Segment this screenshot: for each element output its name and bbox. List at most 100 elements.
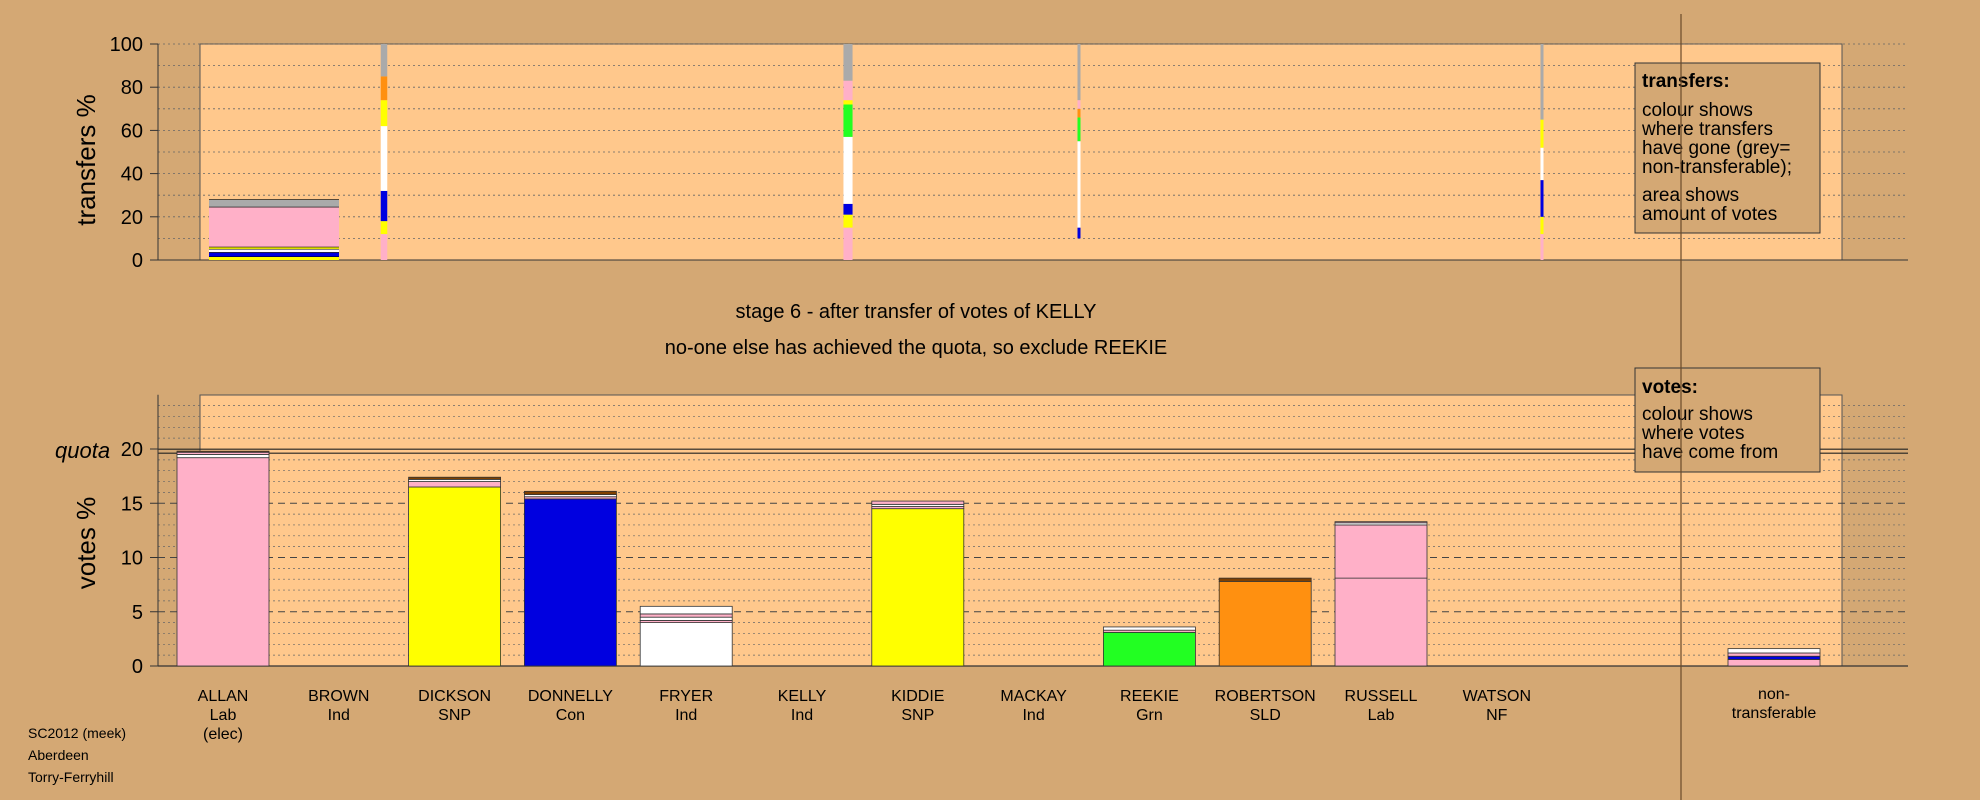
vote-bar-nontransferable	[1727, 655, 1821, 660]
votes-legend-line: have come from	[1642, 442, 1778, 463]
transfers-tick-label: 60	[121, 120, 143, 142]
transfer-segment-brown	[380, 76, 388, 101]
transfer-segment-kelly	[843, 136, 853, 204]
transfer-segment-mackay	[1077, 141, 1081, 228]
transfers-legend: transfers: colour shows where transfers …	[1634, 62, 1821, 234]
candidate-name-label: ROBERTSON	[1215, 688, 1316, 705]
candidate-party-label: Lab	[1368, 707, 1395, 724]
vote-bar-fryer	[639, 622, 733, 667]
transfer-segment-watson	[1540, 44, 1544, 120]
transfers-tick-label: 40	[121, 164, 143, 186]
votes-legend-box	[1634, 367, 1821, 473]
votes-tick-label: 15	[121, 493, 143, 515]
transfer-segment-kelly	[843, 80, 853, 101]
vote-bar-reekie	[1103, 626, 1196, 631]
transfer-segment-brown	[380, 44, 388, 77]
vote-bar-fryer	[639, 605, 733, 615]
candidate-name-label: KELLY	[778, 688, 827, 705]
transfers-legend-line: where transfers	[1641, 119, 1773, 140]
votes-legend: votes: colour shows where votes have com…	[1634, 367, 1821, 473]
vote-bar-kiddie	[871, 500, 965, 505]
vote-bar-donnelly	[524, 490, 617, 495]
vote-bar-dickson	[408, 476, 502, 480]
vote-bar-kiddie	[871, 508, 965, 667]
candidate-name-label: RUSSELL	[1345, 688, 1418, 705]
votes-legend-line: where votes	[1641, 423, 1744, 444]
transfer-segment-watson	[1540, 234, 1544, 260]
candidate-party-label: SNP	[438, 707, 471, 724]
transfer-segment-watson	[1540, 216, 1544, 235]
footer-line: Aberdeen	[28, 747, 89, 763]
transfer-segment-mackay	[1077, 227, 1081, 239]
votes-tick-label: 0	[132, 656, 143, 678]
candidate-party-label: SNP	[901, 707, 934, 724]
vote-bar-robertson	[1218, 577, 1312, 582]
transfer-segment-mackay	[1077, 108, 1081, 118]
candidate-name-label: DICKSON	[418, 688, 491, 705]
transfers-plot-area	[199, 43, 1843, 261]
transfer-segment-allan	[209, 256, 339, 260]
transfer-segment-kelly	[843, 203, 853, 215]
transfers-plot: 0 20 40 60 80 100	[110, 34, 1908, 272]
transfer-segment-brown	[380, 221, 388, 235]
transfer-segment-brown	[380, 126, 388, 191]
transfer-segment-allan	[209, 252, 339, 257]
quota-label: quota	[55, 438, 110, 463]
candidate-name-label: FRYER	[659, 688, 713, 705]
vote-bar-donnelly	[524, 498, 617, 667]
transfers-tick-label: 20	[121, 207, 143, 229]
transfers-legend-line: area shows	[1642, 185, 1739, 206]
stage-subtitle: no-one else has achieved the quota, so e…	[665, 337, 1168, 359]
transfer-segment-kelly	[843, 214, 853, 228]
transfer-segment-watson	[1540, 180, 1544, 217]
vote-bar-nontransferable	[1727, 652, 1821, 657]
votes-plot: 0 5 10 15 20 ALLAN Lab (elec) BROWN Ind DICKSON SNP…	[121, 394, 1908, 743]
candidate-party-label: Grn	[1136, 707, 1163, 724]
votes-tick-label: 10	[121, 548, 143, 570]
votes-tick-label: 20	[121, 439, 143, 461]
nontransferable-label: non-	[1758, 686, 1790, 703]
vote-bar-nontransferable	[1727, 659, 1821, 667]
vote-bar-fryer	[639, 616, 733, 621]
footer-line: SC2012 (meek)	[28, 725, 126, 741]
transfer-segment-allan	[209, 207, 339, 248]
vote-bar-russell	[1334, 521, 1428, 524]
vote-bar-dickson	[408, 486, 502, 667]
transfers-legend-box	[1634, 62, 1821, 234]
transfers-tick-label: 100	[110, 34, 143, 56]
candidate-name-label: WATSON	[1463, 688, 1531, 705]
votes-legend-line: colour shows	[1642, 404, 1753, 425]
transfer-segment-watson	[1540, 147, 1544, 181]
transfer-segment-kelly	[843, 44, 853, 81]
footer-line: Torry-Ferryhill	[28, 769, 114, 785]
transfers-legend-line: have gone (grey=	[1642, 138, 1790, 159]
vote-bar-reekie	[1103, 631, 1196, 667]
candidate-name-label: REEKIE	[1120, 688, 1179, 705]
transfers-legend-heading: transfers:	[1642, 71, 1730, 92]
vote-bar-allan	[176, 450, 270, 453]
candidate-name-label: MACKAY	[1000, 688, 1067, 705]
transfer-segment-mackay	[1077, 100, 1081, 109]
candidate-party-label: Ind	[328, 707, 350, 724]
votes-legend-heading: votes:	[1642, 377, 1698, 398]
transfer-segment-brown	[380, 190, 388, 222]
transfer-segment-allan	[209, 199, 339, 208]
transfers-axis-label: transfers %	[71, 94, 101, 226]
transfer-segment-kelly	[843, 104, 853, 137]
candidate-party-label: SLD	[1250, 707, 1281, 724]
transfer-segment-watson	[1540, 119, 1544, 148]
transfers-tick-label: 0	[132, 250, 143, 272]
transfer-segment-brown	[380, 234, 388, 260]
candidate-name-label: DONNELLY	[528, 688, 613, 705]
vote-bar-robertson	[1218, 580, 1312, 667]
candidate-party-label: Ind	[791, 707, 813, 724]
candidate-name-label: ALLAN	[198, 688, 249, 705]
vote-bar-allan	[176, 457, 270, 667]
vote-bar-russell	[1334, 524, 1428, 579]
votes-tick-label: 5	[132, 602, 143, 624]
transfer-segment-kelly	[843, 227, 853, 260]
transfers-legend-line: amount of votes	[1642, 204, 1777, 225]
transfer-segment-allan	[209, 249, 339, 253]
vote-bar-allan	[176, 454, 270, 459]
candidate-party-label: Lab	[210, 707, 237, 724]
